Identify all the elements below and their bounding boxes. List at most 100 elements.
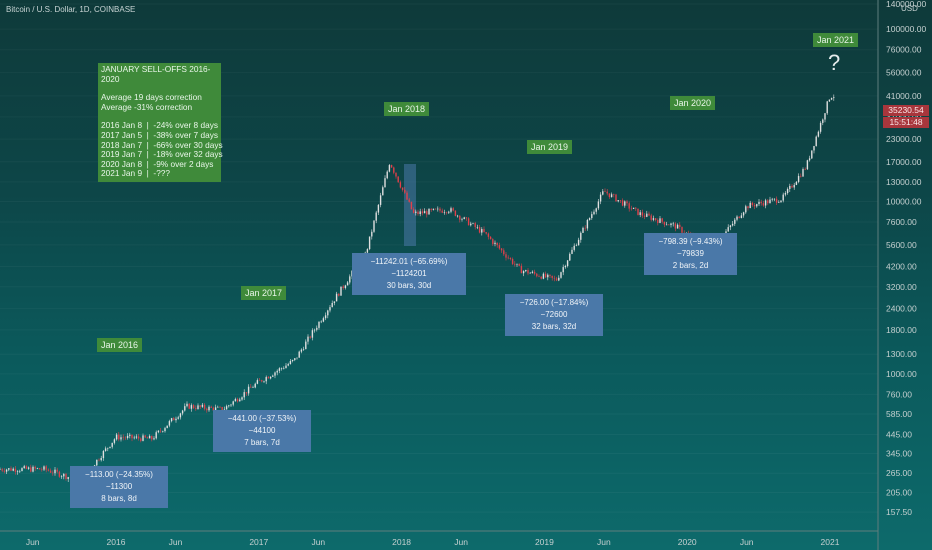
candle-body xyxy=(417,211,419,215)
candle-body xyxy=(800,175,802,177)
price-tick-label: 1300.00 xyxy=(886,349,917,359)
candle-body xyxy=(410,201,413,210)
candle-body xyxy=(553,277,556,279)
candle-body xyxy=(38,468,41,470)
measure-change: −798.39 (−9.43%) −79839 xyxy=(658,237,723,258)
candle-body xyxy=(210,406,212,408)
candle-body xyxy=(595,208,597,212)
candle-body xyxy=(725,231,727,235)
candle-body xyxy=(263,381,265,382)
candle-body xyxy=(190,405,193,409)
candle-body xyxy=(3,470,6,472)
candle-body xyxy=(549,274,551,276)
candle-body xyxy=(628,203,630,209)
candle-body xyxy=(340,286,342,296)
candle-body xyxy=(778,202,780,203)
info-line: 2017 Jan 5 | -38% over 7 days xyxy=(101,129,218,140)
candle-body xyxy=(650,215,652,220)
candle-body xyxy=(577,239,580,246)
candle-body xyxy=(10,468,12,471)
time-tick-label: Jun xyxy=(26,537,40,547)
candle-body xyxy=(214,407,217,411)
candle-body xyxy=(727,227,729,232)
candle-body xyxy=(514,263,516,265)
candle-body xyxy=(511,258,514,264)
candle-body xyxy=(505,254,507,258)
candle-body xyxy=(775,198,778,203)
candle-body xyxy=(289,360,292,365)
info-line: 2020 Jan 8 | -9% over 2 days xyxy=(101,158,214,169)
candle-body xyxy=(230,404,232,406)
candle-body xyxy=(41,469,43,471)
candle-body xyxy=(474,223,476,228)
time-tick-label: Jun xyxy=(740,537,754,547)
candle-body xyxy=(386,171,388,179)
candle-body xyxy=(811,150,813,159)
candle-body xyxy=(786,188,789,194)
candle-body xyxy=(679,224,681,228)
candle-body xyxy=(318,321,320,328)
candle-body xyxy=(520,265,523,274)
candle-body xyxy=(296,357,298,359)
candle-body xyxy=(250,386,252,388)
candle-body xyxy=(228,405,230,407)
candle-body xyxy=(443,212,446,213)
candle-body xyxy=(217,406,219,408)
candle-body xyxy=(736,216,738,220)
candle-body xyxy=(16,471,19,472)
candle-body xyxy=(291,359,294,361)
candle-body xyxy=(597,201,600,209)
candle-body xyxy=(408,199,410,202)
candle-body xyxy=(456,215,459,217)
info-title: JANUARY SELL-OFFS 2016-2020 xyxy=(101,64,211,84)
candle-body xyxy=(795,181,798,185)
candle-body xyxy=(375,212,377,221)
candle-body xyxy=(135,436,138,438)
candle-body xyxy=(729,225,732,228)
candle-body xyxy=(137,436,140,439)
measure-box-2019: −726.00 (−17.84%) −72600 32 bars, 32d xyxy=(505,294,603,336)
symbol-title: Bitcoin / U.S. Dollar, 1D, COINBASE xyxy=(6,5,136,14)
candle-body xyxy=(813,146,815,151)
candle-body xyxy=(489,236,492,240)
price-tick-label: 23000.00 xyxy=(886,134,922,144)
candle-body xyxy=(329,307,331,311)
candle-body xyxy=(159,430,162,432)
candle-body xyxy=(819,122,822,132)
candle-body xyxy=(773,198,776,200)
candle-body xyxy=(626,201,628,204)
candle-body xyxy=(346,282,349,286)
candle-body xyxy=(789,185,791,189)
candle-body xyxy=(144,435,146,438)
candle-body xyxy=(421,211,424,214)
candle-body xyxy=(258,380,261,381)
bar-countdown-tag: 15:51:48 xyxy=(883,117,929,128)
candle-body xyxy=(219,406,221,408)
candle-body xyxy=(503,250,505,255)
candle-body xyxy=(624,201,626,206)
candle-body xyxy=(14,468,17,472)
candle-body xyxy=(817,131,820,137)
candle-body xyxy=(8,468,10,470)
candle-body xyxy=(476,227,479,228)
candle-body xyxy=(278,368,281,371)
candle-body xyxy=(58,471,61,477)
candle-body xyxy=(753,205,756,207)
candle-body xyxy=(175,418,177,421)
candle-body xyxy=(155,432,157,439)
candle-body xyxy=(630,208,633,210)
candle-body xyxy=(533,271,536,274)
candle-body xyxy=(674,223,677,229)
measure-change: −441.00 (−37.53%) −44100 xyxy=(227,414,297,435)
candle-body xyxy=(239,399,241,402)
candle-body xyxy=(599,194,602,202)
candle-body xyxy=(663,221,666,225)
candle-body xyxy=(610,194,613,198)
measure-change: −726.00 (−17.84%) −72600 xyxy=(519,298,589,319)
candle-body xyxy=(648,213,650,216)
price-tick-label: 3200.00 xyxy=(886,282,917,292)
candle-body xyxy=(206,408,208,411)
candle-body xyxy=(221,406,223,412)
candle-body xyxy=(344,285,347,289)
candle-body xyxy=(300,349,303,352)
